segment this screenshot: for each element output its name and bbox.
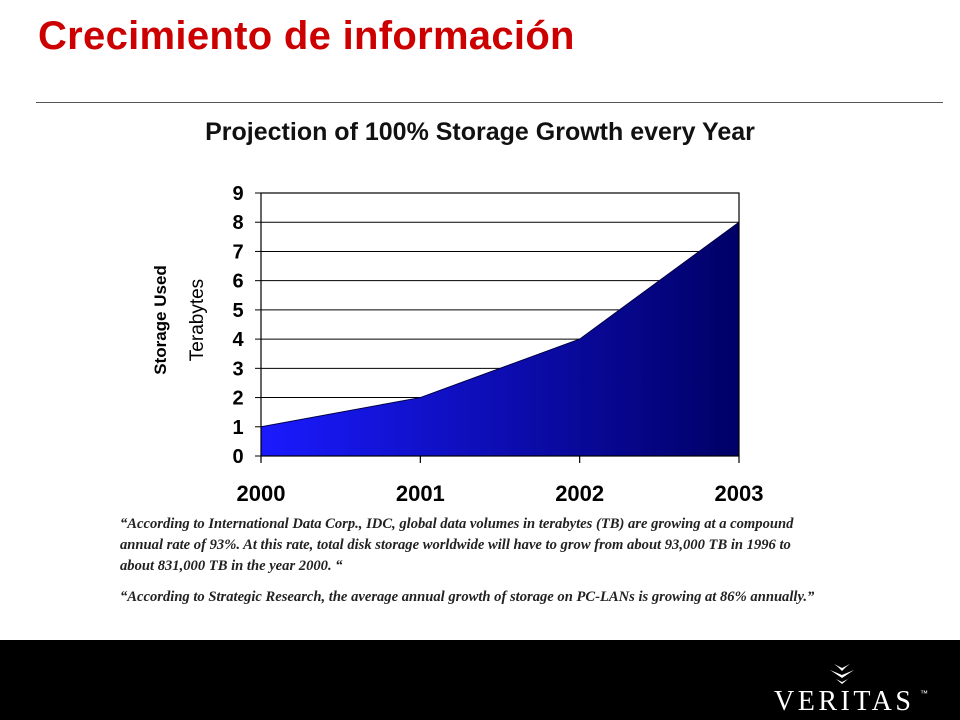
y-tick-label-0: 0 — [232, 446, 243, 468]
y-tick-label-7: 7 — [232, 241, 243, 263]
x-tick-label-2001: 2001 — [396, 481, 445, 506]
footer-bar: VERITAS ™ — [0, 640, 960, 720]
y-axis-label-storage-used: Storage Used — [151, 265, 170, 375]
slide-title: Crecimiento de información — [38, 14, 575, 58]
chart-title: Projection of 100% Storage Growth every … — [205, 118, 755, 146]
y-tick-label-2: 2 — [232, 388, 243, 410]
y-tick-label-3: 3 — [232, 358, 243, 380]
veritas-logo: VERITAS ™ — [774, 664, 928, 716]
chart-axes — [260, 192, 740, 457]
y-tick-label-8: 8 — [232, 212, 243, 234]
x-tick-label-2002: 2002 — [555, 481, 604, 506]
veritas-emblem-icon — [830, 664, 854, 684]
y-tick-label-6: 6 — [232, 271, 243, 293]
y-tick-label-5: 5 — [232, 300, 243, 322]
y-tick-label-1: 1 — [232, 417, 243, 439]
x-tick-labels: 2000 2001 2002 2003 — [237, 456, 764, 506]
y-tick-label-9: 9 — [232, 183, 243, 205]
y-tick-labels: 0 1 2 3 4 5 6 7 8 9 — [232, 183, 261, 468]
x-tick-label-2000: 2000 — [237, 481, 286, 506]
y-tick-label-4: 4 — [232, 329, 244, 351]
quote-idc: “According to International Data Corp., … — [120, 516, 794, 574]
trademark-symbol: ™ — [920, 689, 928, 698]
source-quotes: “According to International Data Corp., … — [120, 514, 820, 618]
plot-frame — [260, 192, 740, 457]
quote-strategic-research: “According to Strategic Research, the av… — [120, 589, 815, 605]
title-divider — [36, 102, 943, 103]
area-chart: 0 1 2 3 4 5 6 7 8 9 2000 2001 2002 2003 Storage Used… — [151, 183, 764, 506]
x-tick-label-2003: 2003 — [715, 481, 764, 506]
y-axis-label-terabytes: Terabytes — [187, 279, 208, 361]
veritas-wordmark: VERITAS — [774, 686, 914, 716]
